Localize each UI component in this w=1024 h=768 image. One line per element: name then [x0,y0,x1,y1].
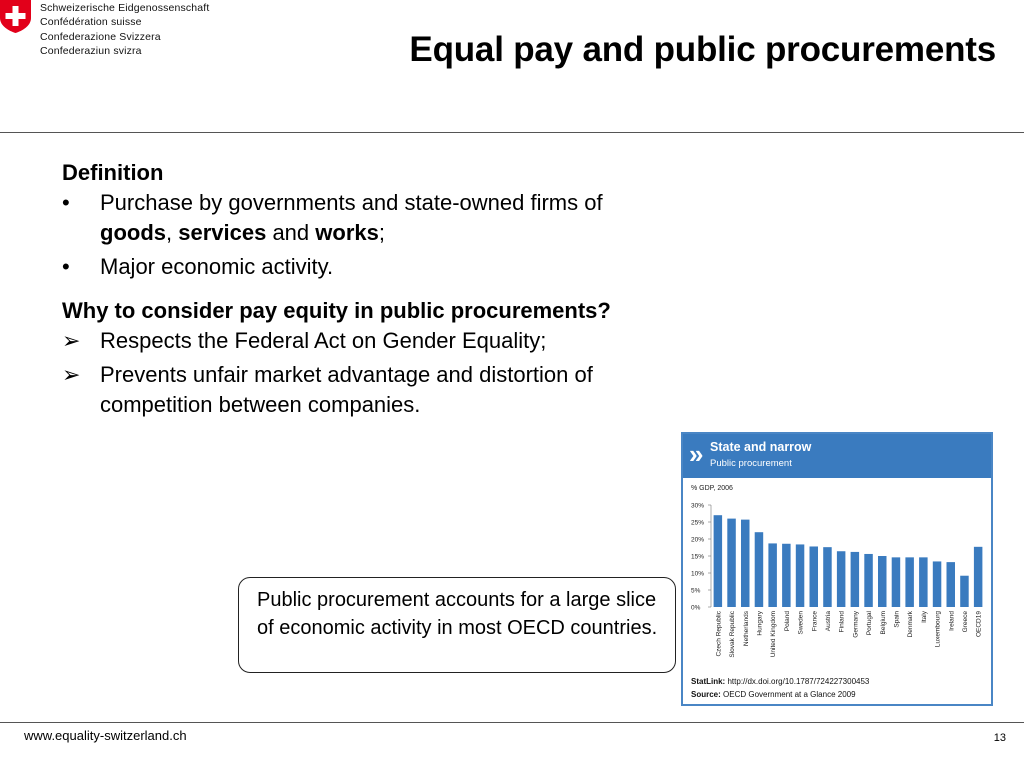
x-tick-label: OECD19 [976,611,983,637]
chart-header: » State and narrow Public procurement [683,434,991,478]
slide-title: Equal pay and public procurements [409,30,996,69]
page-number: 13 [993,732,1006,744]
confederation-names: Schweizerische Eidgenossenschaft Confédé… [40,1,209,59]
slide-content: Definition • Purchase by governments and… [62,158,672,420]
bar [960,575,969,607]
why-bullet-text: Prevents unfair market advantage and dis… [100,362,593,417]
org-line: Confederazione Svizzera [40,30,161,43]
bar [809,546,818,607]
bar [823,547,832,607]
bar [727,518,736,607]
bar [919,557,928,607]
x-tick-label: Slovak Republic [729,610,736,657]
definition-bullet: • Purchase by governments and state-owne… [62,188,672,248]
bar [973,546,983,607]
works-term: works [315,220,379,245]
chart-subtitle: Public procurement [710,458,792,469]
procurement-chart-panel: » State and narrow Public procurement % … [681,432,993,706]
footer-url: www.equality-switzerland.ch [24,728,187,743]
y-tick-label: 0% [691,605,701,612]
source-note: Source: OECD Government at a Glance 2009 [691,690,856,699]
x-tick-label: Denmark [907,610,914,637]
bar [782,543,791,607]
x-tick-label: Austria [825,611,832,632]
footer-divider [0,722,1024,723]
x-tick-label: Poland [784,611,791,632]
bar [946,562,955,607]
x-tick-label: Finland [839,611,846,633]
y-tick-label: 15% [691,554,704,561]
bar [754,532,764,607]
y-tick-label: 25% [691,520,704,527]
x-tick-label: Belgium [880,611,887,634]
x-tick-label: Italy [921,610,928,623]
bar [878,556,887,607]
bar [768,543,777,607]
x-tick-label: Czech Republic [715,610,722,656]
definition-bullet-text: Major economic activity. [100,254,334,279]
bullet-dot-icon: • [62,254,70,279]
x-tick-label: Germany [852,610,859,637]
org-line: Confédération suisse [40,16,142,29]
arrow-bullet-icon: ➢ [62,328,81,353]
callout-box: Public procurement accounts for a large … [238,577,676,673]
bar-chart: % GDP, 2006 0% 5% 10% 15% 20% 25% 30% Czech Repu… [691,485,983,658]
y-tick-label: 5% [691,588,701,595]
swiss-shield-icon [0,0,31,33]
x-tick-label: Luxembourg [935,611,942,648]
x-tick-label: Portugal [866,610,873,635]
double-chevron-icon: » [689,439,704,469]
bar [795,544,805,607]
y-tick-label: 20% [691,537,704,544]
bar [891,557,901,607]
x-tick-label: Spain [893,611,900,628]
bar [713,515,723,607]
org-line: Confederaziun svizra [40,45,142,58]
x-tick-label: France [811,611,818,632]
statlink: StatLink: http://dx.doi.org/10.1787/7242… [691,677,870,686]
definition-bullet-text: Purchase by governments and state-owned … [100,190,603,245]
why-bullet: ➢ Respects the Federal Act on Gender Equ… [62,326,672,356]
services-term: services [178,220,267,245]
bar [741,519,750,607]
y-tick-label: 30% [691,503,704,510]
x-tick-label: Hungary [756,610,763,635]
bar [932,561,942,607]
bar [905,557,914,607]
y-axis-label: % GDP, 2006 [691,485,733,492]
goods-term: goods [100,220,166,245]
y-tick-label: 10% [691,571,704,578]
why-bullet: ➢ Prevents unfair market advantage and d… [62,360,690,420]
definition-heading: Definition [62,160,164,185]
arrow-bullet-icon: ➢ [62,362,81,387]
x-tick-label: United Kingdom [770,611,777,657]
bar [864,553,873,607]
bullet-dot-icon: • [62,190,70,215]
x-tick-label: Greece [962,611,969,633]
bar [850,551,860,607]
x-tick-label: Netherlands [743,610,750,646]
bar [836,551,846,607]
header-divider [0,132,1024,133]
x-tick-label: Ireland [948,611,955,631]
org-line: Schweizerische Eidgenossenschaft [40,2,210,14]
why-bullet-text: Respects the Federal Act on Gender Equal… [100,328,547,353]
definition-bullet: • Major economic activity. [62,252,672,282]
why-heading: Why to consider pay equity in public pro… [62,298,611,323]
chart-title: State and narrow [710,440,812,454]
x-tick-label: Sweden [798,611,805,635]
